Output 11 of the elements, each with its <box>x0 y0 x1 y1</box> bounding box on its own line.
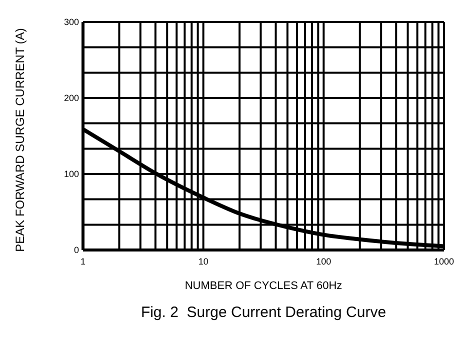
y-tick-label: 200 <box>64 93 79 103</box>
x-tick-label: 10 <box>198 256 208 266</box>
y-tick-label: 100 <box>64 169 79 179</box>
y-axis-title: PEAK FORWARD SURGE CURRENT (A) <box>13 28 27 252</box>
x-axis-title: NUMBER OF CYCLES AT 60Hz <box>184 280 344 292</box>
x-tick-label: 1 <box>80 256 86 266</box>
y-tick-label: 0 <box>74 245 79 255</box>
x-tick-label: 1000 <box>434 256 454 266</box>
x-tick-label: 100 <box>316 256 332 266</box>
text: Fig. 2 Surge Current Derating Curve <box>140 304 388 321</box>
y-tick-label: 300 <box>64 17 79 27</box>
